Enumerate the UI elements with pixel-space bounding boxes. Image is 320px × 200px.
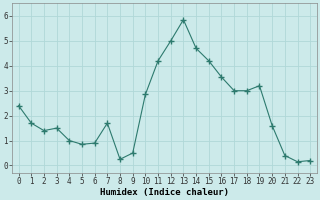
X-axis label: Humidex (Indice chaleur): Humidex (Indice chaleur) [100, 188, 229, 197]
